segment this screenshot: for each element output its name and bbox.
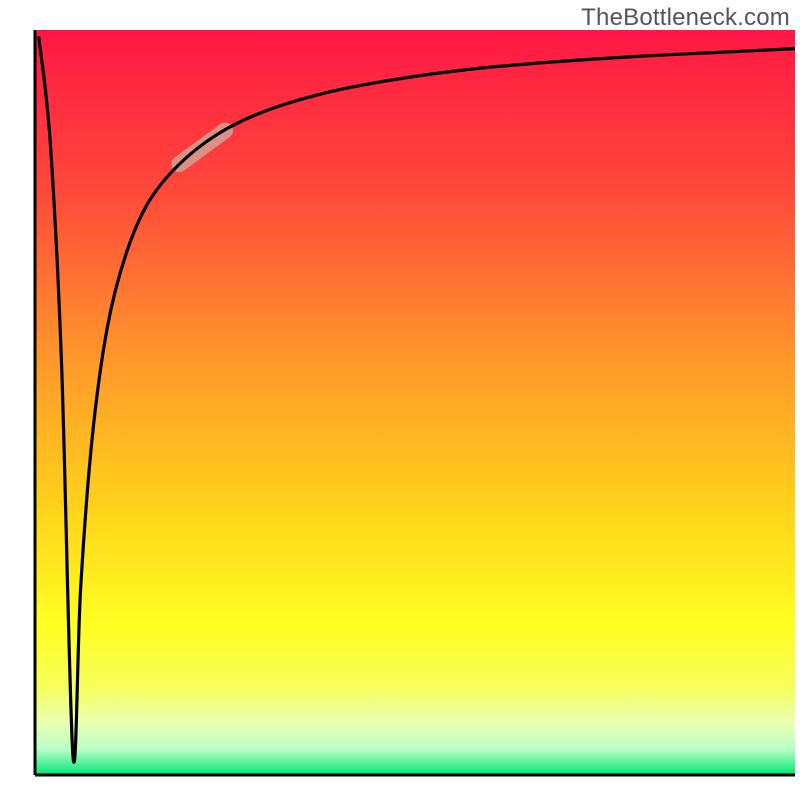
watermark-text: TheBottleneck.com xyxy=(581,4,790,32)
plot-background-gradient xyxy=(35,30,795,775)
bottleneck-chart: TheBottleneck.com xyxy=(0,0,800,800)
chart-svg xyxy=(0,0,800,800)
